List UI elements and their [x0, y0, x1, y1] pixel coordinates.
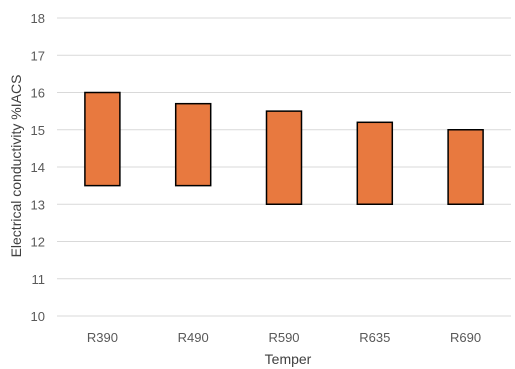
y-tick-label: 12 [31, 235, 45, 250]
bars [84, 91, 484, 205]
y-tick-label: 14 [31, 160, 45, 175]
bar-r635 [356, 121, 394, 205]
y-tick-label: 16 [31, 86, 45, 101]
bar-r390 [84, 91, 121, 187]
x-tick-labels: R390 R490 R590 R635 R690 [87, 330, 481, 345]
x-tick-label: R690 [450, 330, 481, 345]
y-tick-label: 13 [31, 197, 45, 212]
x-tick-label: R490 [178, 330, 209, 345]
y-tick-label: 15 [31, 123, 45, 138]
bar-r590 [265, 110, 303, 205]
bar-r490 [174, 102, 212, 187]
y-tick-label: 11 [32, 272, 46, 287]
y-axis-label: Electrical conductivity %IACS [8, 75, 24, 258]
y-tick-label: 10 [31, 309, 45, 324]
bar-r690 [447, 129, 484, 205]
y-tick-label: 17 [31, 48, 45, 63]
x-tick-label: R590 [268, 330, 299, 345]
x-tick-label: R390 [87, 330, 118, 345]
x-axis-label: Temper [265, 351, 312, 367]
y-tick-label: 18 [31, 11, 45, 26]
x-tick-label: R635 [359, 330, 390, 345]
y-tick-labels: 10 11 12 13 14 15 16 17 18 [31, 11, 45, 324]
